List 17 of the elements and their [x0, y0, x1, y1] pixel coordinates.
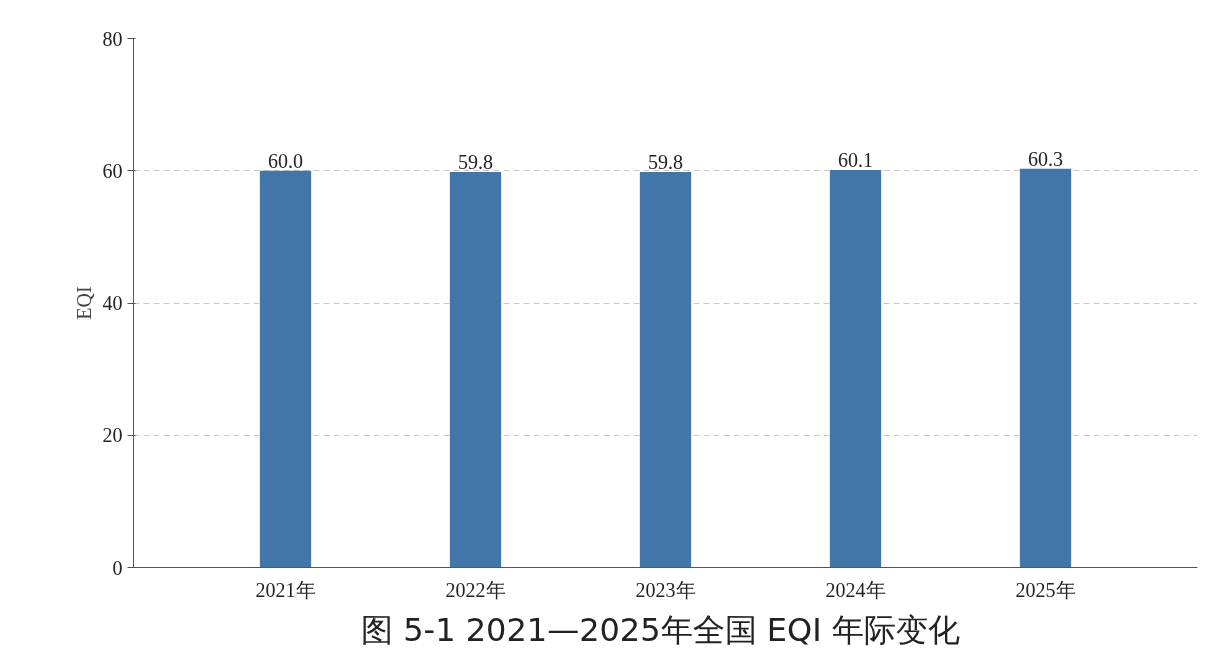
x-tick-label: 2023年: [635, 578, 696, 601]
x-tick-label: 2021年: [255, 578, 316, 601]
y-tick-label: 60: [102, 159, 123, 182]
y-tick-label: 80: [102, 27, 123, 50]
y-tick-label: 0: [112, 556, 123, 579]
data-label: 60.0: [268, 149, 303, 172]
data-label: 59.8: [648, 151, 683, 174]
x-tick-label: 2024年: [825, 578, 886, 601]
y-tick-label: 20: [102, 424, 123, 447]
y-axis-title: EQI: [72, 286, 95, 320]
x-tick-label: 2022年: [445, 578, 506, 601]
text: 图 5-1 2021—2025年全国 EQI 年际变化: [361, 610, 960, 649]
y-tick-label: 40: [102, 292, 123, 314]
data-label: 59.8: [458, 151, 493, 174]
data-label: 60.1: [838, 149, 873, 172]
x-tick-label: 2025年: [1015, 578, 1076, 601]
data-label: 60.3: [1028, 147, 1063, 170]
